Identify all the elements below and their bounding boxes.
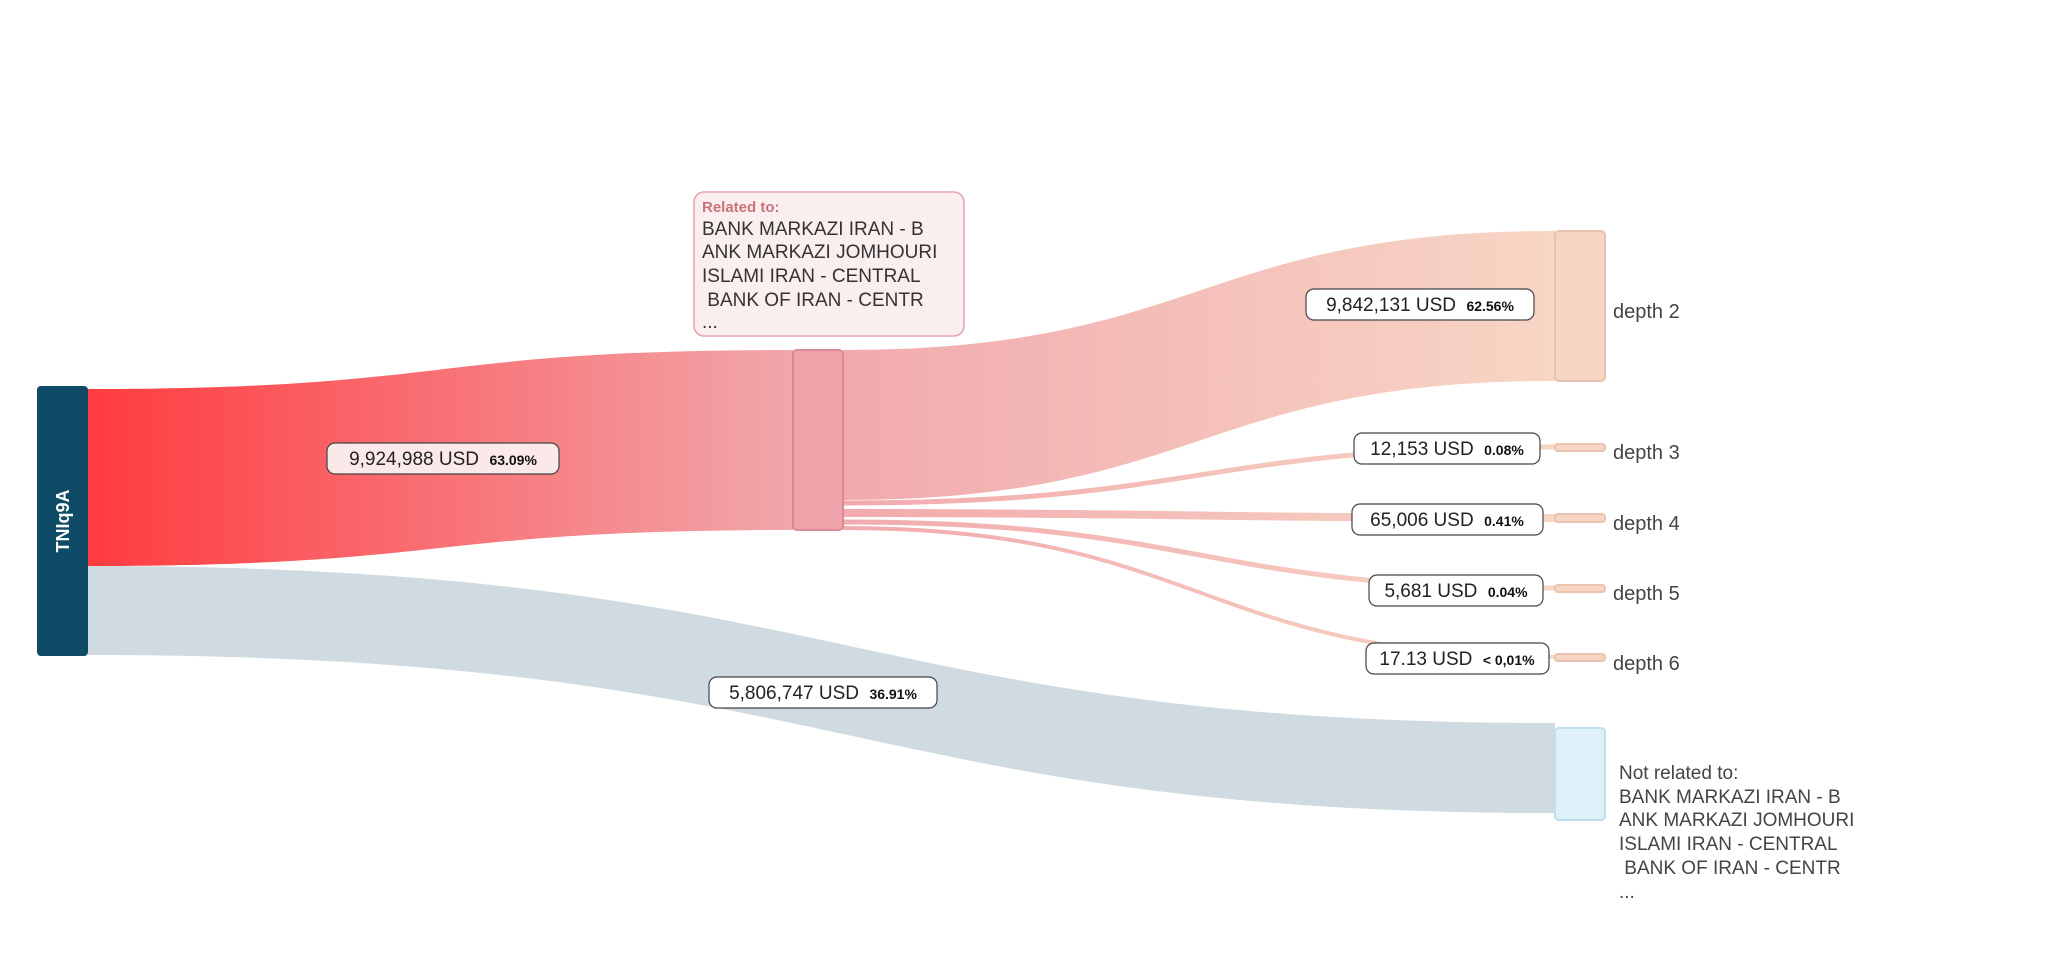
flow-label-depth-3-amount: 12,153 USD bbox=[1370, 439, 1474, 460]
flow-label-related: 9,924,988 USD 63.09% bbox=[326, 442, 560, 475]
flow-label-depth-5-pct: 0.04% bbox=[1488, 584, 1528, 600]
flow-label-depth-3: 12,153 USD 0.08% bbox=[1353, 432, 1541, 465]
flow-label-depth-4-pct: 0.41% bbox=[1484, 513, 1524, 529]
svg-text:17.13 USD < 0,01%: 17.13 USD < 0,01% bbox=[1379, 649, 1535, 670]
flow-label-depth-5: 5,681 USD 0.04% bbox=[1368, 574, 1544, 607]
related-tooltip: Related to: BANK MARKAZI IRAN - B ANK MA… bbox=[693, 191, 965, 337]
related-tooltip-line-4: BANK OF IRAN - CENTR bbox=[702, 290, 924, 311]
flow-label-depth-5-amount: 5,681 USD bbox=[1384, 581, 1477, 602]
depth-3-node[interactable]: depth 3 bbox=[1554, 442, 1680, 464]
depth-5-node[interactable]: depth 5 bbox=[1554, 583, 1680, 605]
source-node[interactable]: TNIq9A bbox=[37, 386, 88, 656]
related-tooltip-line-3: ISLAMI IRAN - CENTRAL bbox=[702, 266, 921, 287]
svg-text:9,842,131 USD 62.56%: 9,842,131 USD 62.56% bbox=[1326, 295, 1514, 316]
flow-label-depth-3-pct: 0.08% bbox=[1484, 442, 1524, 458]
related-tooltip-title: Related to: bbox=[702, 199, 780, 216]
flow-label-related-amount: 9,924,988 USD bbox=[349, 449, 479, 470]
flow-label-depth-4-amount: 65,006 USD bbox=[1370, 510, 1474, 531]
not-related-line-4: BANK OF IRAN - CENTR bbox=[1619, 858, 1841, 879]
not-related-line-5: ... bbox=[1619, 882, 1635, 903]
flow-label-depth-2: 9,842,131 USD 62.56% bbox=[1305, 288, 1535, 321]
not-related-node[interactable]: Not related to: BANK MARKAZI IRAN - B AN… bbox=[1554, 727, 1854, 903]
related-node[interactable] bbox=[792, 349, 844, 531]
depth-6-node[interactable]: depth 6 bbox=[1554, 653, 1680, 675]
flow-label-depth-4: 65,006 USD 0.41% bbox=[1351, 503, 1544, 536]
flow-label-depth-2-amount: 9,842,131 USD bbox=[1326, 295, 1456, 316]
depth-4-node[interactable]: depth 4 bbox=[1554, 513, 1680, 535]
flow-label-not-related: 5,806,747 USD 36.91% bbox=[708, 676, 938, 709]
source-node-label: TNIq9A bbox=[53, 489, 73, 552]
depth-2-node[interactable]: depth 2 bbox=[1554, 230, 1680, 382]
flow-label-depth-6: 17.13 USD < 0,01% bbox=[1365, 642, 1550, 675]
flow-label-depth-6-amount: 17.13 USD bbox=[1379, 649, 1472, 670]
depth-6-label: depth 6 bbox=[1613, 653, 1680, 675]
depth-3-label: depth 3 bbox=[1613, 442, 1680, 464]
flow-label-related-pct: 63.09% bbox=[489, 452, 537, 468]
depth-5-label: depth 5 bbox=[1613, 583, 1680, 605]
flow-label-depth-2-pct: 62.56% bbox=[1466, 298, 1514, 314]
not-related-title: Not related to: bbox=[1619, 763, 1738, 784]
svg-text:9,924,988 USD 63.09%: 9,924,988 USD 63.09% bbox=[349, 449, 537, 470]
flow-label-not-related-amount: 5,806,747 USD bbox=[729, 683, 859, 704]
flow-label-not-related-pct: 36.91% bbox=[869, 686, 917, 702]
depth-4-label: depth 4 bbox=[1613, 513, 1680, 535]
flow-label-depth-6-pct: < 0,01% bbox=[1483, 652, 1535, 668]
depth-2-label: depth 2 bbox=[1613, 301, 1680, 323]
related-tooltip-line-1: BANK MARKAZI IRAN - B bbox=[702, 219, 924, 240]
svg-text:12,153 USD 0.08%: 12,153 USD 0.08% bbox=[1370, 439, 1524, 460]
not-related-line-1: BANK MARKAZI IRAN - B bbox=[1619, 787, 1841, 808]
related-tooltip-line-5: ... bbox=[702, 312, 718, 333]
svg-text:5,806,747 USD 36.91%: 5,806,747 USD 36.91% bbox=[729, 683, 917, 704]
not-related-line-3: ISLAMI IRAN - CENTRAL bbox=[1619, 834, 1838, 855]
svg-text:5,681 USD 0.04%: 5,681 USD 0.04% bbox=[1384, 581, 1528, 602]
not-related-line-2: ANK MARKAZI JOMHOURI bbox=[1619, 810, 1854, 831]
related-tooltip-line-2: ANK MARKAZI JOMHOURI bbox=[702, 242, 937, 263]
svg-text:65,006 USD 0.41%: 65,006 USD 0.41% bbox=[1370, 510, 1524, 531]
